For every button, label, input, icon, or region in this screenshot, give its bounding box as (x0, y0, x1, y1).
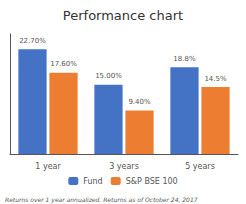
svg-text:1 year: 1 year (35, 162, 61, 171)
svg-text:18.8%: 18.8% (173, 55, 196, 63)
svg-text:15.00%: 15.00% (95, 72, 122, 80)
svg-text:S&P BSE 100: S&P BSE 100 (126, 177, 178, 186)
svg-text:Fund: Fund (83, 177, 102, 186)
svg-text:Returns over 1 year annualized: Returns over 1 year annualized. Returns … (5, 196, 198, 204)
svg-text:3 years: 3 years (109, 162, 139, 171)
svg-text:5 years: 5 years (185, 162, 215, 171)
svg-text:9.40%: 9.40% (128, 98, 151, 106)
svg-text:22.70%: 22.70% (19, 37, 46, 45)
svg-text:Performance chart: Performance chart (63, 8, 183, 23)
svg-text:14.5%: 14.5% (204, 75, 227, 83)
svg-text:17.60%: 17.60% (50, 60, 77, 68)
